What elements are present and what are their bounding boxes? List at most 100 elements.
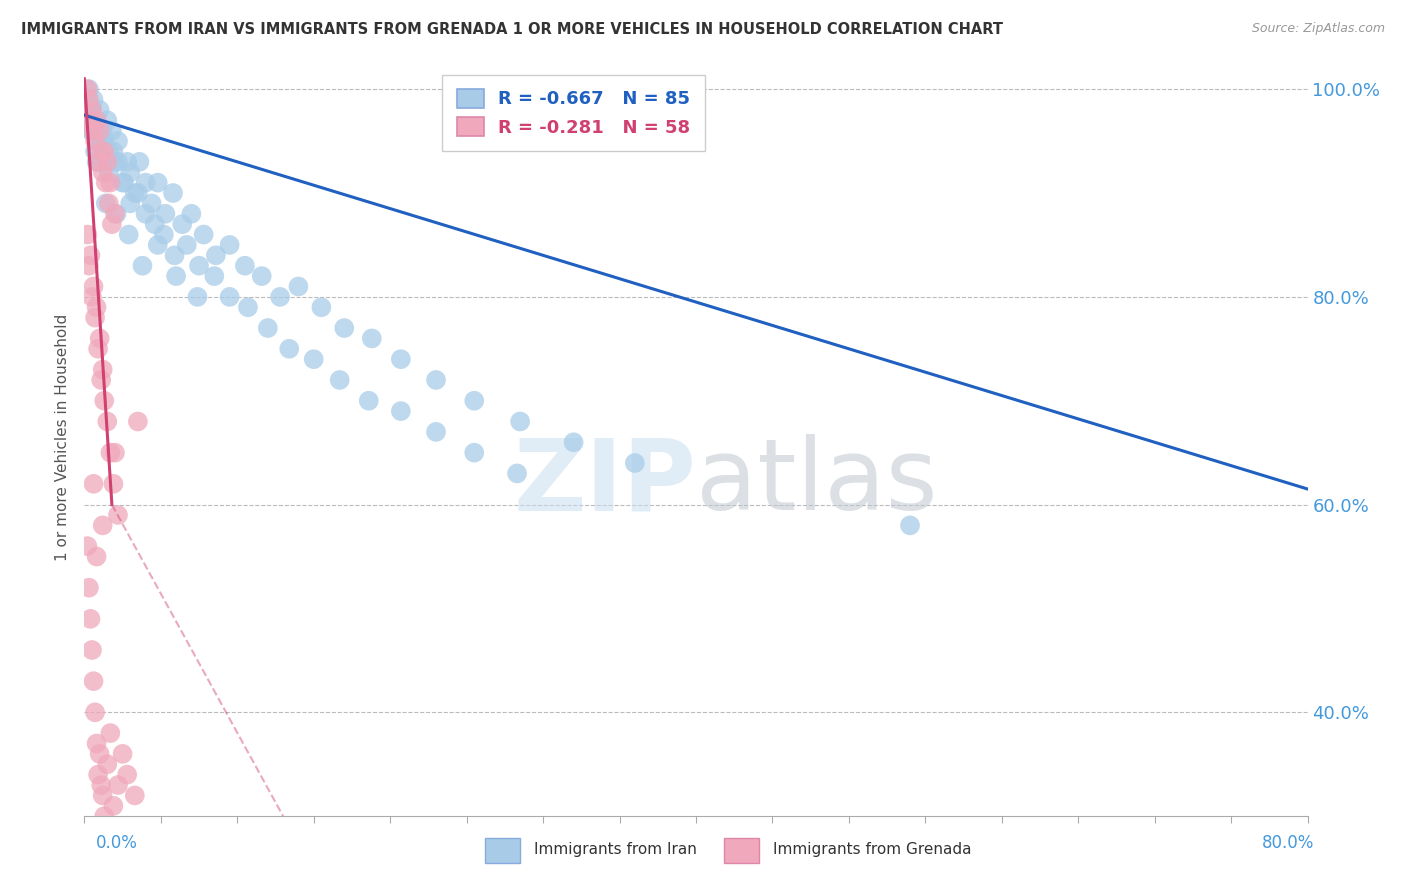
Point xyxy=(89,747,111,761)
Point xyxy=(257,321,280,335)
Point xyxy=(233,259,256,273)
Point xyxy=(101,124,124,138)
Point xyxy=(89,331,111,345)
Point xyxy=(86,736,108,750)
Point xyxy=(91,518,114,533)
Point xyxy=(96,757,118,772)
Point xyxy=(93,145,115,159)
Point xyxy=(93,393,115,408)
Point xyxy=(86,549,108,564)
Point xyxy=(278,342,301,356)
Point xyxy=(202,269,225,284)
Point xyxy=(98,176,121,190)
Point xyxy=(425,425,447,439)
Legend: R = -0.667   N = 85, R = -0.281   N = 58: R = -0.667 N = 85, R = -0.281 N = 58 xyxy=(443,75,704,152)
Point xyxy=(84,145,107,159)
Point xyxy=(79,103,101,117)
Point xyxy=(79,124,101,138)
Point xyxy=(87,134,110,148)
Point xyxy=(86,113,108,128)
Point xyxy=(80,643,103,657)
Point xyxy=(146,176,169,190)
Point xyxy=(98,726,121,740)
Point xyxy=(87,767,110,781)
Point xyxy=(115,767,138,781)
Point xyxy=(135,176,157,190)
Point xyxy=(77,93,100,107)
Point xyxy=(111,176,134,190)
Point xyxy=(236,300,259,314)
Text: ZIP: ZIP xyxy=(513,434,696,531)
Point xyxy=(143,217,166,231)
Point xyxy=(86,113,108,128)
Point xyxy=(86,300,108,314)
Point xyxy=(250,269,273,284)
Point xyxy=(90,373,112,387)
Point xyxy=(389,404,412,418)
Point xyxy=(80,124,103,138)
Point xyxy=(127,186,149,200)
Point xyxy=(98,445,121,459)
Point xyxy=(218,290,240,304)
Point xyxy=(83,124,105,138)
Point xyxy=(79,612,101,626)
Point xyxy=(188,259,211,273)
Point xyxy=(96,415,118,429)
Text: 80.0%: 80.0% xyxy=(1263,834,1315,852)
Point xyxy=(120,196,142,211)
Point xyxy=(562,435,585,450)
Point xyxy=(79,248,101,262)
Point xyxy=(425,373,447,387)
Point xyxy=(311,300,333,314)
Point xyxy=(333,321,356,335)
Point xyxy=(80,103,103,117)
Point xyxy=(84,310,107,325)
Point xyxy=(124,789,146,803)
Point xyxy=(103,145,125,159)
Point xyxy=(205,248,228,262)
Point xyxy=(624,456,647,470)
Point xyxy=(463,393,485,408)
Point xyxy=(93,134,115,148)
Point xyxy=(131,259,153,273)
Point xyxy=(141,196,163,211)
Point xyxy=(94,196,117,211)
Point xyxy=(360,331,382,345)
Point xyxy=(105,207,128,221)
Point xyxy=(93,145,115,159)
Point xyxy=(128,154,150,169)
Point xyxy=(96,154,118,169)
Text: atlas: atlas xyxy=(696,434,938,531)
Point xyxy=(91,165,114,179)
Point xyxy=(124,186,146,200)
Point xyxy=(898,518,921,533)
Point xyxy=(77,581,100,595)
Point xyxy=(389,352,412,367)
Point xyxy=(269,290,291,304)
Point xyxy=(107,154,129,169)
Point xyxy=(87,154,110,169)
Text: Source: ZipAtlas.com: Source: ZipAtlas.com xyxy=(1251,22,1385,36)
Point xyxy=(96,113,118,128)
Point xyxy=(107,508,129,522)
Point xyxy=(89,103,111,117)
Y-axis label: 1 or more Vehicles in Household: 1 or more Vehicles in Household xyxy=(55,313,70,561)
Point xyxy=(165,269,187,284)
Point xyxy=(77,259,100,273)
Point xyxy=(107,134,129,148)
Point xyxy=(101,217,124,231)
Point xyxy=(87,342,110,356)
Point xyxy=(120,165,142,179)
Point xyxy=(357,393,380,408)
Point xyxy=(97,165,120,179)
Point xyxy=(84,134,107,148)
Point xyxy=(146,238,169,252)
Point xyxy=(84,113,107,128)
Point xyxy=(91,789,114,803)
Point xyxy=(80,103,103,117)
Point xyxy=(506,467,529,481)
Point xyxy=(115,154,138,169)
Text: IMMIGRANTS FROM IRAN VS IMMIGRANTS FROM GRENADA 1 OR MORE VEHICLES IN HOUSEHOLD : IMMIGRANTS FROM IRAN VS IMMIGRANTS FROM … xyxy=(21,22,1002,37)
Point xyxy=(76,93,98,107)
Point xyxy=(90,154,112,169)
